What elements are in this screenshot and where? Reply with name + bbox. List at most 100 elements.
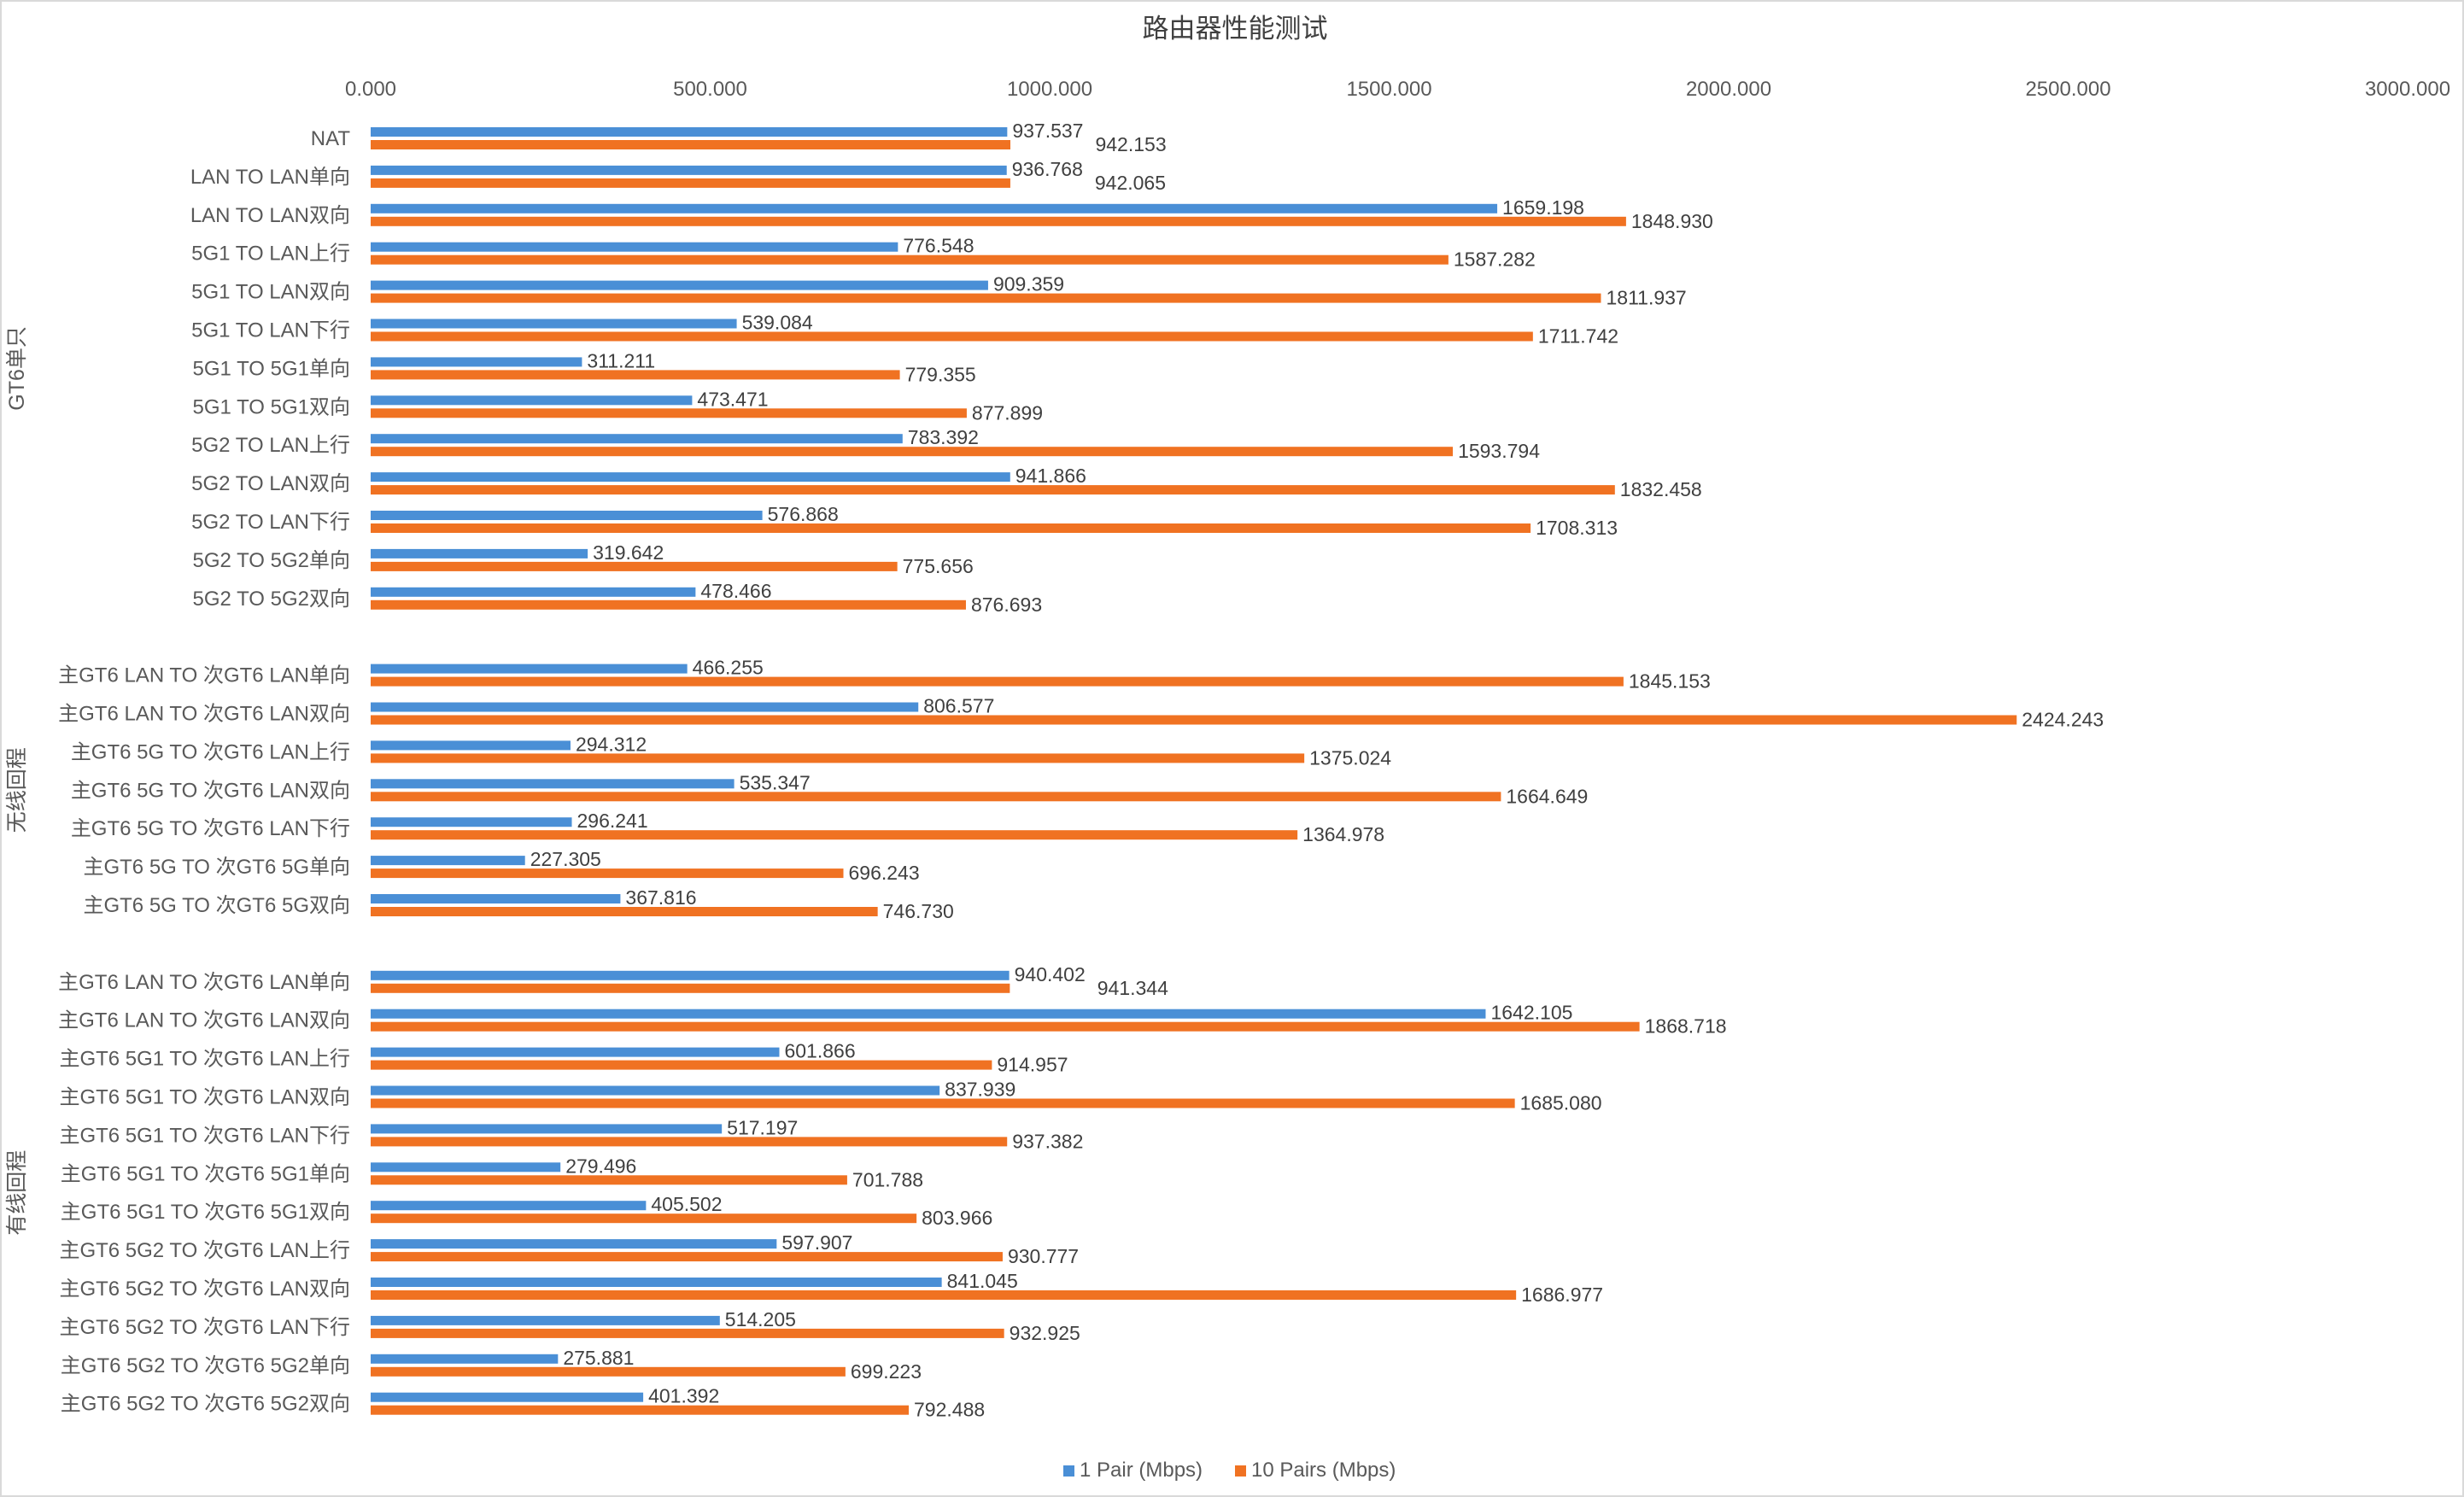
category-label: 主GT6 5G2 TO 次GT6 LAN上行 xyxy=(59,1239,350,1262)
category-row: LAN TO LAN单向 936.768 942.065 xyxy=(190,158,1166,194)
category-row: 主GT6 5G1 TO 次GT6 LAN上行 601.866 914.957 xyxy=(59,1040,1068,1076)
bar-10-pairs xyxy=(371,599,966,610)
data-label-1-pair: 937.537 xyxy=(1012,120,1083,142)
category-row: 主GT6 5G2 TO 次GT6 5G2单向 275.881 699.223 xyxy=(61,1347,922,1383)
bar-10-pairs xyxy=(371,561,898,571)
category-label: 主GT6 5G TO 次GT6 LAN下行 xyxy=(71,817,350,840)
bar-10-pairs xyxy=(371,178,1010,188)
category-row: 主GT6 5G2 TO 次GT6 LAN双向 841.045 1686.977 xyxy=(59,1270,1603,1306)
data-label-10-pairs: 914.957 xyxy=(997,1054,1068,1076)
category-label: 5G1 TO 5G1双向 xyxy=(192,395,350,418)
category-label: 主GT6 5G2 TO 次GT6 5G2双向 xyxy=(61,1393,350,1416)
bar-10-pairs xyxy=(371,868,844,879)
bar-10-pairs xyxy=(371,983,1010,993)
data-label-1-pair: 275.881 xyxy=(563,1347,634,1369)
category-row: 主GT6 LAN TO 次GT6 LAN单向 940.402 941.344 xyxy=(58,963,1168,999)
category-label: LAN TO LAN双向 xyxy=(190,204,350,227)
data-label-10-pairs: 941.344 xyxy=(1097,977,1168,999)
data-label-10-pairs: 932.925 xyxy=(1010,1322,1080,1344)
category-label: 5G1 TO LAN上行 xyxy=(191,243,350,266)
category-row: 主GT6 5G1 TO 次GT6 5G1单向 279.496 701.788 xyxy=(61,1155,923,1190)
bar-1-pair xyxy=(371,165,1007,175)
category-row: 5G2 TO 5G2双向 478.466 876.693 xyxy=(192,580,1042,616)
legend-swatch-1-pair xyxy=(1063,1465,1074,1477)
bar-10-pairs xyxy=(371,1252,1003,1262)
bar-1-pair xyxy=(371,740,571,751)
category-label: 主GT6 5G TO 次GT6 5G单向 xyxy=(83,856,350,879)
data-label-1-pair: 311.211 xyxy=(587,349,655,371)
bar-10-pairs xyxy=(371,485,1615,495)
bar-10-pairs xyxy=(371,1213,917,1224)
data-label-10-pairs: 1848.930 xyxy=(1631,210,1713,232)
data-label-1-pair: 806.577 xyxy=(923,695,994,717)
bar-1-pair xyxy=(371,664,688,674)
data-label-10-pairs: 1868.718 xyxy=(1645,1015,1727,1038)
x-tick-label: 500.000 xyxy=(673,78,747,101)
category-label: 主GT6 LAN TO 次GT6 LAN单向 xyxy=(58,664,350,687)
data-label-10-pairs: 1685.080 xyxy=(1520,1092,1602,1114)
category-row: 主GT6 5G TO 次GT6 LAN双向 535.347 1664.649 xyxy=(71,771,1589,807)
data-label-10-pairs: 937.382 xyxy=(1012,1130,1083,1152)
data-label-10-pairs: 942.153 xyxy=(1095,133,1166,155)
data-label-1-pair: 466.255 xyxy=(693,657,764,679)
bar-1-pair xyxy=(371,127,1008,137)
bar-10-pairs xyxy=(371,331,1533,342)
data-label-10-pairs: 1593.794 xyxy=(1458,440,1540,462)
data-label-1-pair: 841.045 xyxy=(947,1270,1018,1292)
data-label-10-pairs: 942.065 xyxy=(1095,172,1166,194)
bar-1-pair xyxy=(371,1392,644,1402)
category-label: 主GT6 5G1 TO 次GT6 LAN双向 xyxy=(59,1086,350,1109)
bar-1-pair xyxy=(371,548,588,558)
data-label-10-pairs: 792.488 xyxy=(914,1399,985,1421)
bar-10-pairs xyxy=(371,140,1011,149)
bar-1-pair xyxy=(371,472,1010,482)
category-label: 主GT6 5G TO 次GT6 LAN双向 xyxy=(71,779,350,802)
data-label-10-pairs: 1811.937 xyxy=(1606,287,1686,309)
category-label: 主GT6 5G TO 次GT6 LAN上行 xyxy=(71,740,350,763)
bar-1-pair xyxy=(371,1085,940,1096)
category-label: 5G1 TO LAN双向 xyxy=(191,281,350,304)
category-row: LAN TO LAN双向 1659.198 1848.930 xyxy=(190,196,1713,232)
data-label-1-pair: 517.197 xyxy=(727,1116,798,1138)
data-label-10-pairs: 1686.977 xyxy=(1521,1284,1603,1306)
bar-10-pairs xyxy=(371,1060,992,1070)
bar-1-pair xyxy=(371,1201,647,1211)
category-label: NAT xyxy=(311,127,351,150)
data-label-10-pairs: 701.788 xyxy=(852,1168,923,1190)
data-label-10-pairs: 1364.978 xyxy=(1302,823,1384,845)
category-row: 5G2 TO LAN上行 783.392 1593.794 xyxy=(191,426,1540,462)
bar-1-pair xyxy=(371,894,621,903)
category-label: 5G2 TO LAN下行 xyxy=(191,511,350,534)
bar-10-pairs xyxy=(371,523,1531,533)
data-label-1-pair: 941.866 xyxy=(1015,465,1086,487)
bar-1-pair xyxy=(371,203,1498,213)
bar-10-pairs xyxy=(371,1328,1004,1338)
x-tick-label: 3000.000 xyxy=(2365,78,2450,101)
bar-1-pair xyxy=(371,319,737,329)
bar-10-pairs xyxy=(371,1290,1517,1300)
category-row: 5G1 TO 5G1双向 473.471 877.899 xyxy=(192,388,1043,424)
category-label: 5G1 TO LAN下行 xyxy=(191,319,350,342)
bar-10-pairs xyxy=(371,1175,847,1185)
data-label-1-pair: 296.241 xyxy=(577,810,648,832)
data-label-1-pair: 514.205 xyxy=(725,1308,796,1330)
data-label-10-pairs: 2424.243 xyxy=(2022,709,2104,731)
data-label-10-pairs: 699.223 xyxy=(851,1360,922,1383)
bar-10-pairs xyxy=(371,792,1501,802)
bar-1-pair xyxy=(371,1354,559,1364)
category-label: 主GT6 LAN TO 次GT6 LAN双向 xyxy=(58,1009,350,1032)
bar-1-pair xyxy=(371,1239,777,1249)
bar-1-pair xyxy=(371,817,572,827)
bar-10-pairs xyxy=(371,254,1449,265)
data-label-1-pair: 294.312 xyxy=(576,733,647,755)
group-label: 无线回程 xyxy=(5,747,29,833)
legend-label-10-pairs: 10 Pairs (Mbps) xyxy=(1251,1459,1396,1482)
data-label-1-pair: 837.939 xyxy=(945,1079,1015,1101)
x-tick-label: 0.000 xyxy=(345,78,396,101)
data-label-1-pair: 367.816 xyxy=(625,886,696,909)
bar-1-pair xyxy=(371,1162,561,1172)
category-label: 5G2 TO 5G2双向 xyxy=(192,588,350,611)
bar-10-pairs xyxy=(371,1405,910,1415)
category-label: 主GT6 5G1 TO 次GT6 LAN下行 xyxy=(59,1124,350,1147)
